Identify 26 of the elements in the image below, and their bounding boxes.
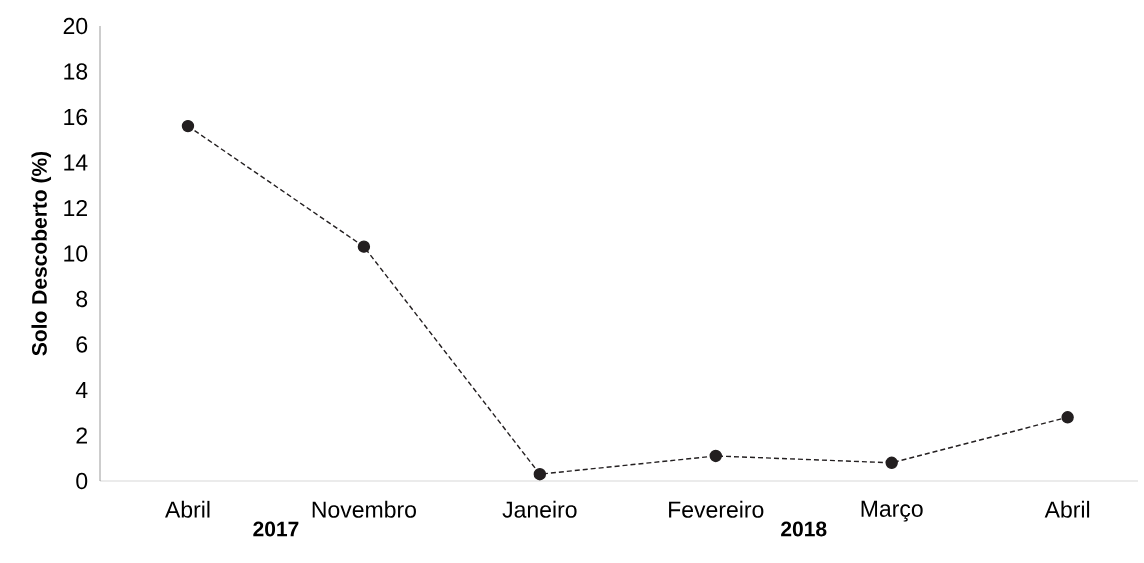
y-tick-label: 18 (64, 63, 88, 80)
x-tick-label: Março (861, 500, 923, 522)
x-tick-label: Abril (165, 500, 210, 518)
x-tick-label: Janeiro (502, 500, 577, 518)
y-tick-label: 16 (64, 108, 88, 126)
point (357, 240, 371, 253)
y-tick-label: 0 (76, 472, 88, 490)
y-tick-label: 10 (64, 245, 88, 262)
y-tick-label: 12 (64, 199, 87, 217)
x-tick-label: Abril (1044, 500, 1090, 518)
text: 2017 (253, 521, 299, 537)
y-tick-label: 2 (76, 427, 87, 444)
y-tick-label: 20 (63, 17, 88, 35)
y-axis-title: Solo Descoberto (%) (31, 151, 52, 356)
y-tick-label: 14 (64, 154, 88, 171)
y-tick-label: 6 (76, 336, 88, 353)
point (709, 449, 722, 463)
y-tick-label: 4 (75, 382, 88, 398)
point (885, 456, 898, 469)
x-tick-label: Novembro (312, 500, 416, 518)
point (533, 467, 547, 481)
point (1061, 411, 1074, 424)
x-tick-label: Fevereiro (669, 500, 764, 518)
point (181, 119, 195, 133)
text: 2018 (781, 521, 827, 537)
y-tick-label: 8 (76, 290, 88, 308)
